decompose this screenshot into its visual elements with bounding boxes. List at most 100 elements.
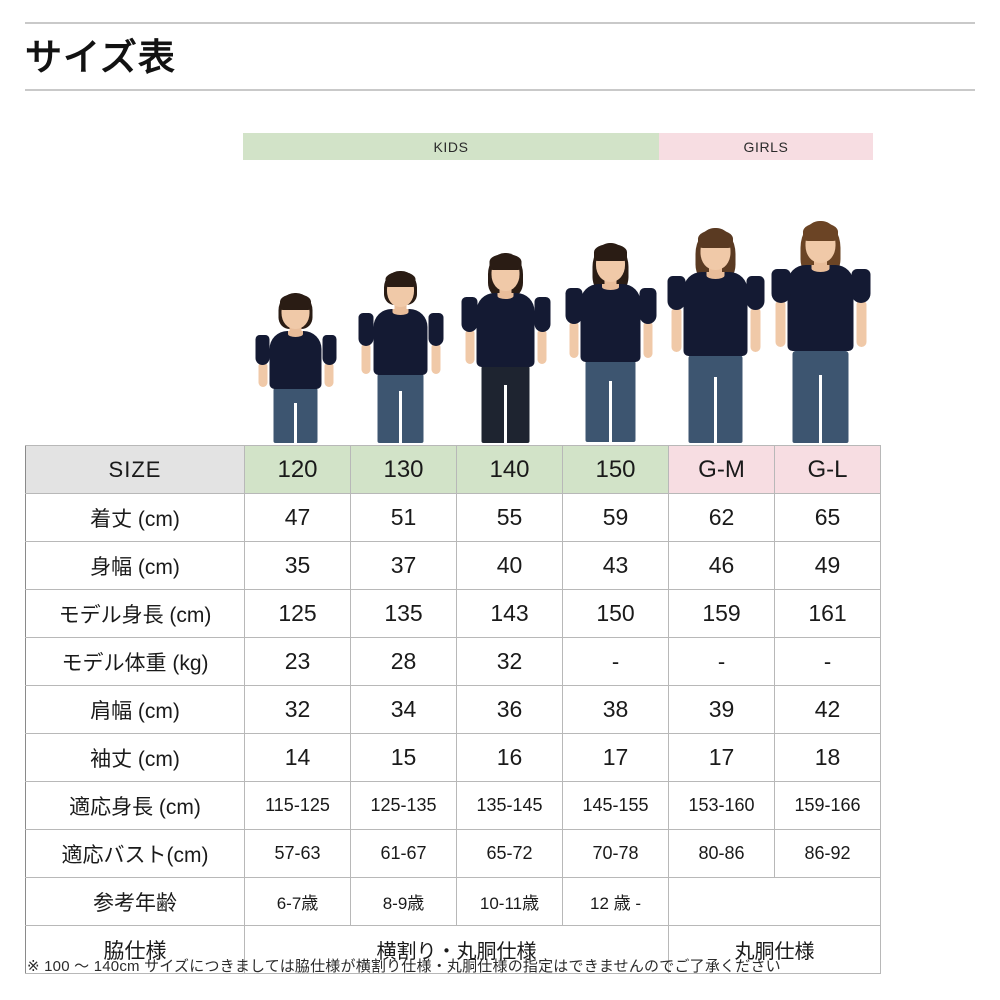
- table-row-kitake: 着丈 (cm) 47 51 55 59 62 65: [25, 493, 881, 542]
- row-label: 着丈 (cm): [25, 493, 245, 542]
- table-row-fit-bust: 適応バスト(cm) 57-63 61-67 65-72 70-78 80-86 …: [25, 829, 881, 878]
- title-rule-top: [25, 22, 975, 24]
- row-label: 適応バスト(cm): [25, 829, 245, 878]
- row-cell: 35: [244, 541, 351, 590]
- row-cell: -: [668, 637, 775, 686]
- row-cell: 125: [244, 589, 351, 638]
- row-cell: 34: [350, 685, 457, 734]
- row-label: 身幅 (cm): [25, 541, 245, 590]
- row-cell: 43: [562, 541, 669, 590]
- row-cell: 161: [774, 589, 881, 638]
- row-cell-girls-spec: 丸胴仕様: [668, 925, 881, 974]
- row-cell: 153-160: [668, 781, 775, 830]
- row-cell: 23: [244, 637, 351, 686]
- figure-body: [768, 221, 873, 443]
- row-cell: 10-11歳: [456, 877, 563, 926]
- model-figure-120: [243, 175, 348, 443]
- row-cell: 16: [456, 733, 563, 782]
- row-cell: 51: [350, 493, 457, 542]
- model-figure-150: [558, 175, 663, 443]
- row-cell: 17: [562, 733, 669, 782]
- row-cell: 159: [668, 589, 775, 638]
- row-cell: 14: [244, 733, 351, 782]
- row-cell: 143: [456, 589, 563, 638]
- row-cell: 17: [668, 733, 775, 782]
- table-row-side-spec: 脇仕様 横割り・丸胴仕様 丸胴仕様: [25, 925, 881, 974]
- row-cell: -: [774, 637, 881, 686]
- row-cell: 65-72: [456, 829, 563, 878]
- row-cell: 8-9歳: [350, 877, 457, 926]
- row-cell: 145-155: [562, 781, 669, 830]
- row-label: 脇仕様: [25, 925, 245, 974]
- row-label: モデル身長 (cm): [25, 589, 245, 638]
- row-cell: 42: [774, 685, 881, 734]
- table-row-reference-age: 参考年齢 6-7歳 8-9歳 10-11歳 12 歳 -: [25, 877, 881, 926]
- row-cell: 18: [774, 733, 881, 782]
- figure-body: [243, 293, 348, 443]
- row-cell: 49: [774, 541, 881, 590]
- figure-body: [558, 243, 663, 443]
- row-cell: 62: [668, 493, 775, 542]
- model-photo-strip: [243, 175, 873, 443]
- model-figure-130: [348, 175, 453, 443]
- row-cell: 47: [244, 493, 351, 542]
- row-cell: 40: [456, 541, 563, 590]
- header-size-130: 130: [350, 445, 457, 494]
- row-cell: 135-145: [456, 781, 563, 830]
- row-cell: -: [562, 637, 669, 686]
- row-cell: 59: [562, 493, 669, 542]
- category-band-girls: GIRLS: [659, 133, 873, 160]
- row-cell: 150: [562, 589, 669, 638]
- footnote: ※ 100 〜 140cm サイズにつきましては脇仕様が横割り仕様・丸胴仕様の指…: [27, 958, 781, 975]
- row-label: モデル体重 (kg): [25, 637, 245, 686]
- table-row-sleeve: 袖丈 (cm) 14 15 16 17 17 18: [25, 733, 881, 782]
- table-row-shoulder: 肩幅 (cm) 32 34 36 38 39 42: [25, 685, 881, 734]
- row-cell: 65: [774, 493, 881, 542]
- header-size-label: SIZE: [25, 445, 245, 494]
- figure-body: [348, 271, 453, 443]
- row-label: 適応身長 (cm): [25, 781, 245, 830]
- row-cell: 32: [456, 637, 563, 686]
- header-size-120: 120: [244, 445, 351, 494]
- title-rule-bottom: [25, 89, 975, 91]
- row-cell: 38: [562, 685, 669, 734]
- header-size-140: 140: [456, 445, 563, 494]
- row-cell: 159-166: [774, 781, 881, 830]
- row-cell: 80-86: [668, 829, 775, 878]
- row-cell: 135: [350, 589, 457, 638]
- row-cell: 39: [668, 685, 775, 734]
- table-row-fit-height: 適応身長 (cm) 115-125 125-135 135-145 145-15…: [25, 781, 881, 830]
- table-row-model-weight: モデル体重 (kg) 23 28 32 - - -: [25, 637, 881, 686]
- table-header-row: SIZE 120 130 140 150 G-M G-L: [25, 445, 881, 494]
- model-figure-gm: [663, 175, 768, 443]
- row-cell: 70-78: [562, 829, 669, 878]
- row-cell: 55: [456, 493, 563, 542]
- row-label: 参考年齢: [25, 877, 245, 926]
- category-band-kids: KIDS: [243, 133, 659, 160]
- row-cell: 36: [456, 685, 563, 734]
- model-figure-gl: [768, 175, 873, 443]
- row-cell: 46: [668, 541, 775, 590]
- figure-body: [453, 253, 558, 443]
- row-label: 袖丈 (cm): [25, 733, 245, 782]
- table-row-model-height: モデル身長 (cm) 125 135 143 150 159 161: [25, 589, 881, 638]
- figure-body: [663, 228, 768, 443]
- header-size-gl: G-L: [774, 445, 881, 494]
- row-cell-kids-spec: 横割り・丸胴仕様: [244, 925, 669, 974]
- row-cell: 37: [350, 541, 457, 590]
- size-table: SIZE 120 130 140 150 G-M G-L 着丈 (cm) 47 …: [25, 445, 881, 974]
- row-cell: 28: [350, 637, 457, 686]
- row-label: 肩幅 (cm): [25, 685, 245, 734]
- page-title: サイズ表: [25, 37, 176, 78]
- row-cell: 115-125: [244, 781, 351, 830]
- row-cell: 32: [244, 685, 351, 734]
- table-row-mihaba: 身幅 (cm) 35 37 40 43 46 49: [25, 541, 881, 590]
- row-cell: 15: [350, 733, 457, 782]
- row-cell: 61-67: [350, 829, 457, 878]
- header-size-150: 150: [562, 445, 669, 494]
- row-cell: 12 歳 -: [562, 877, 669, 926]
- category-bands: KIDS GIRLS: [243, 133, 873, 160]
- row-cell: 125-135: [350, 781, 457, 830]
- row-cell: 57-63: [244, 829, 351, 878]
- row-cell-empty: [668, 877, 881, 926]
